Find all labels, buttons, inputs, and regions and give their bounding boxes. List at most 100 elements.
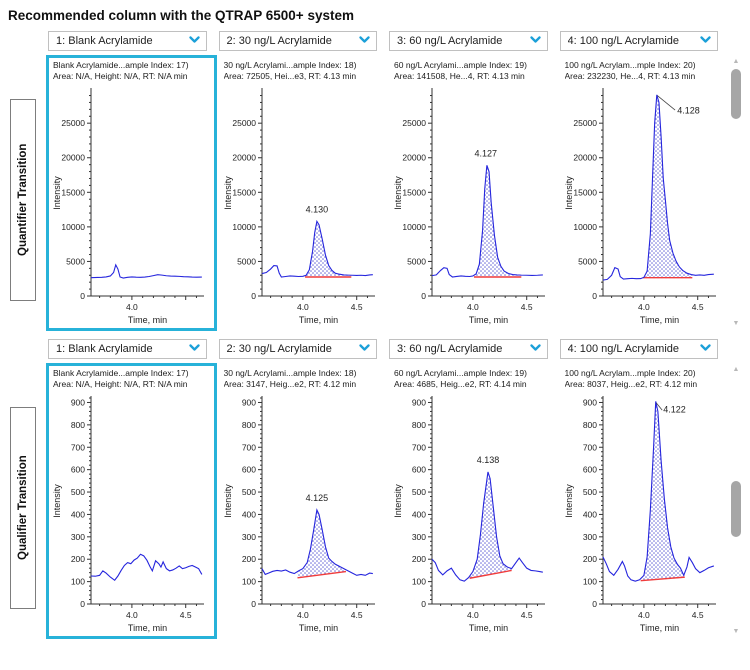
sample-dropdown-1[interactable]: 1: Blank Acrylamide — [48, 31, 207, 51]
chromatogram-panel-quantifier-100ngL[interactable]: 100 ng/L Acrylam...mple Index: 20) Area:… — [558, 55, 729, 331]
chevron-down-icon[interactable] — [188, 343, 200, 355]
sample-name-text: 60 ng/L Acrylami...ample Index: 19) — [394, 60, 527, 70]
scroll-down-icon[interactable]: ▼ — [732, 628, 740, 635]
chromatogram-chart[interactable]: 0 5000 10000 15000 20000 25000 4.0 4.5 Intensity… — [222, 82, 380, 332]
dropdown-label: 1: Blank Acrylamide — [56, 343, 153, 355]
chromatogram-panel-quantifier-blank[interactable]: Blank Acrylamide...ample Index: 17) Area… — [46, 55, 217, 331]
svg-text:100: 100 — [412, 577, 426, 587]
peak-stats-text: Area: 141508, He...4, RT: 4.13 min — [394, 70, 525, 81]
chromatogram-chart[interactable]: 0 100 200 300 400 500 600 700 800 900 4.0 4.5 Intens… — [563, 390, 721, 640]
svg-text:500: 500 — [582, 487, 596, 497]
chevron-down-icon[interactable] — [700, 343, 711, 355]
page-title: Recommended column with the QTRAP 6500+ … — [8, 8, 354, 23]
sample-dropdown-cell: 1: Blank Acrylamide — [46, 339, 217, 363]
chevron-down-icon[interactable] — [188, 35, 200, 47]
scroll-down-icon[interactable]: ▼ — [732, 320, 740, 327]
sample-dropdown-cell: 4: 100 ng/L Acrylamide — [558, 31, 729, 55]
svg-text:5000: 5000 — [407, 256, 426, 266]
sample-dropdown-2[interactable]: 2: 30 ng/L Acrylamide — [218, 339, 377, 359]
sample-dropdown-cell: 3: 60 ng/L Acrylamide — [387, 31, 558, 55]
sample-name-text: Blank Acrylamide...ample Index: 17) — [53, 60, 189, 70]
scroll-up-icon[interactable]: ▲ — [732, 366, 740, 373]
chromatogram-panel-quantifier-30ngL[interactable]: 30 ng/L Acrylami...ample Index: 18) Area… — [217, 55, 388, 331]
svg-text:400: 400 — [582, 509, 596, 519]
chevron-down-icon[interactable] — [359, 343, 370, 355]
scroll-thumb[interactable] — [731, 480, 741, 537]
chromatogram-panel-quantifier-60ngL[interactable]: 60 ng/L Acrylami...ample Index: 19) Area… — [387, 55, 558, 331]
svg-text:800: 800 — [582, 420, 596, 430]
svg-text:900: 900 — [412, 397, 426, 407]
chromatogram-chart[interactable]: 0 100 200 300 400 500 600 700 800 900 4.0 4.5 Intens… — [222, 390, 380, 640]
chromatogram-panel-qualifier-100ngL[interactable]: 100 ng/L Acrylam...mple Index: 20) Area:… — [558, 363, 729, 639]
sample-dropdown-cell: 2: 30 ng/L Acrylamide — [217, 339, 388, 363]
svg-text:0: 0 — [421, 291, 426, 301]
chromatogram-panel-qualifier-30ngL[interactable]: 30 ng/L Acrylami...ample Index: 18) Area… — [217, 363, 388, 639]
sample-dropdown-3[interactable]: 3: 60 ng/L Acrylamide — [389, 31, 548, 51]
svg-text:Time, min: Time, min — [128, 315, 167, 325]
svg-text:10000: 10000 — [61, 222, 85, 232]
chevron-down-icon[interactable] — [529, 35, 541, 47]
svg-text:5000: 5000 — [237, 256, 256, 266]
peak-stats-text: Area: 4685, Heig...e2, RT: 4.14 min — [394, 378, 527, 389]
qualifier-section: 1: Blank Acrylamide 2: 30 ng/L Acrylamid… — [0, 339, 744, 639]
chromatogram-chart[interactable]: 0 5000 10000 15000 20000 25000 4.0 4.5 Intensity… — [392, 82, 550, 332]
svg-text:4.5: 4.5 — [521, 302, 533, 312]
svg-text:4.0: 4.0 — [467, 610, 479, 620]
chromatogram-chart[interactable]: 0 100 200 300 400 500 600 700 800 900 4.0 4.5 Intens… — [51, 390, 209, 640]
chromatogram-chart[interactable]: 0 5000 10000 15000 20000 25000 4.0 Intensity Tim… — [51, 82, 209, 332]
sample-dropdown-2[interactable]: 2: 30 ng/L Acrylamide — [218, 31, 377, 51]
sample-dropdown-4[interactable]: 4: 100 ng/L Acrylamide — [559, 31, 718, 51]
svg-text:500: 500 — [412, 487, 426, 497]
scroll-track[interactable] — [730, 67, 742, 319]
svg-text:4.5: 4.5 — [350, 610, 362, 620]
dropdown-label: 4: 100 ng/L Acrylamide — [567, 35, 680, 47]
svg-text:600: 600 — [412, 465, 426, 475]
peak-rt-annotation: 4.128 — [677, 106, 700, 116]
dropdown-label: 2: 30 ng/L Acrylamide — [226, 35, 332, 47]
svg-text:Time, min: Time, min — [128, 623, 167, 633]
svg-text:15000: 15000 — [402, 187, 426, 197]
peak-stats-text: Area: 8037, Heig...e2, RT: 4.12 min — [564, 378, 698, 389]
chromatogram-panel-qualifier-60ngL[interactable]: 60 ng/L Acrylami...ample Index: 19) Area… — [387, 363, 558, 639]
scroll-track[interactable] — [730, 375, 742, 627]
svg-text:10000: 10000 — [402, 222, 426, 232]
sample-dropdown-4[interactable]: 4: 100 ng/L Acrylamide — [559, 339, 718, 359]
svg-text:800: 800 — [71, 420, 85, 430]
chevron-down-icon[interactable] — [529, 343, 541, 355]
peak-stats-text: Area: 3147, Heig...e2, RT: 4.12 min — [223, 378, 357, 389]
peak-stats-text: Area: 232230, He...4, RT: 4.13 min — [564, 70, 696, 81]
svg-text:400: 400 — [71, 509, 85, 519]
scroll-thumb[interactable] — [731, 69, 741, 119]
svg-text:Intensity: Intensity — [52, 176, 62, 210]
svg-text:25000: 25000 — [573, 118, 597, 128]
svg-text:20000: 20000 — [61, 153, 85, 163]
dropdown-label: 2: 30 ng/L Acrylamide — [226, 343, 332, 355]
chevron-down-icon[interactable] — [359, 35, 370, 47]
vertical-scrollbar[interactable]: ▲ ▼ — [728, 363, 744, 639]
row-label-cell: Quantifier Transition — [0, 55, 46, 331]
sample-dropdown-1[interactable]: 1: Blank Acrylamide — [48, 339, 207, 359]
svg-text:Time, min: Time, min — [298, 623, 337, 633]
scroll-up-icon[interactable]: ▲ — [732, 58, 740, 65]
chromatogram-chart[interactable]: 0 5000 10000 15000 20000 25000 4.0 4.5 Intensity… — [563, 82, 721, 332]
svg-text:500: 500 — [71, 487, 85, 497]
quantifier-section: 1: Blank Acrylamide 2: 30 ng/L Acrylamid… — [0, 31, 744, 331]
svg-text:4.5: 4.5 — [691, 610, 703, 620]
peak-stats-text: Area: N/A, Height: N/A, RT: N/A min — [53, 70, 188, 81]
chromatogram-chart[interactable]: 0 100 200 300 400 500 600 700 800 900 4.0 4.5 Intens… — [392, 390, 550, 640]
chevron-down-icon[interactable] — [700, 35, 711, 47]
svg-text:15000: 15000 — [61, 187, 85, 197]
svg-text:25000: 25000 — [402, 118, 426, 128]
svg-text:Intensity: Intensity — [564, 176, 574, 210]
chromatogram-panel-qualifier-blank[interactable]: Blank Acrylamide...ample Index: 17) Area… — [46, 363, 217, 639]
dropdown-label: 4: 100 ng/L Acrylamide — [567, 343, 680, 355]
qualifier-transition-label: Qualifier Transition — [10, 407, 36, 609]
svg-text:20000: 20000 — [573, 153, 597, 163]
svg-text:4.5: 4.5 — [521, 610, 533, 620]
sample-dropdown-3[interactable]: 3: 60 ng/L Acrylamide — [389, 339, 548, 359]
svg-text:Time, min: Time, min — [469, 315, 508, 325]
peak-stats-text: Area: 72505, Hei...e3, RT: 4.13 min — [223, 70, 357, 81]
svg-text:100: 100 — [582, 577, 596, 587]
vertical-scrollbar[interactable]: ▲ ▼ — [728, 55, 744, 331]
